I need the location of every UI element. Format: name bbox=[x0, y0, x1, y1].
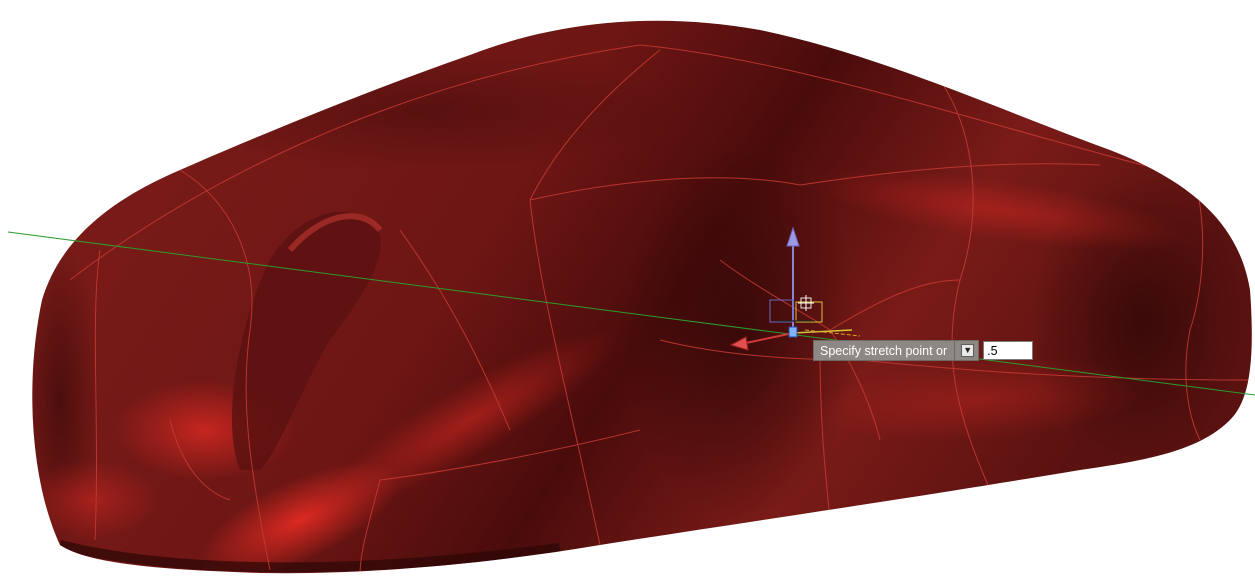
surface-isolines bbox=[69, 44, 1251, 574]
dynamic-input-value-field[interactable] bbox=[983, 341, 1034, 360]
down-arrow-icon[interactable]: ▼ bbox=[961, 344, 975, 357]
dynamic-input-tooltip: Specify stretch point or ▼ bbox=[813, 340, 1034, 361]
move-gizmo[interactable] bbox=[729, 226, 861, 351]
dynamic-input-options-area: ▼ bbox=[955, 340, 980, 361]
ucs-x-axis-line bbox=[7, 231, 1255, 396]
dynamic-input-prompt: Specify stretch point or bbox=[813, 340, 956, 361]
